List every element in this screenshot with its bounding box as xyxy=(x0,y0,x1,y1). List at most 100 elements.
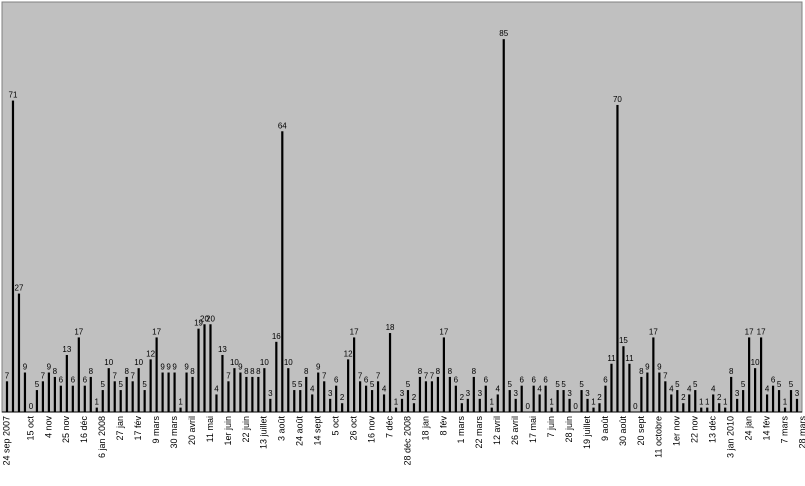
bar-39 xyxy=(239,372,242,412)
bar-92 xyxy=(556,390,559,412)
bar-89 xyxy=(538,394,541,412)
x-tick-label-22: 28 déc 2008 xyxy=(402,416,412,466)
x-tick-label-28: 26 avril xyxy=(510,416,520,445)
bar-88 xyxy=(532,385,535,412)
data-label-27: 9 xyxy=(166,363,171,372)
x-tick-label-41: 24 jan xyxy=(743,416,753,441)
bar-49 xyxy=(299,390,302,412)
bar-46 xyxy=(281,131,284,412)
bar-65 xyxy=(394,407,398,412)
bar-122 xyxy=(736,398,739,412)
bar-131 xyxy=(789,390,793,412)
bar-132 xyxy=(795,398,799,412)
bar-35 xyxy=(215,394,218,412)
data-label-73: 17 xyxy=(439,327,448,336)
data-label-114: 4 xyxy=(687,384,692,393)
bar-56 xyxy=(341,403,344,412)
bar-12 xyxy=(77,337,80,412)
bar-128 xyxy=(771,385,775,412)
data-label-127: 4 xyxy=(765,384,770,393)
data-label-93: 5 xyxy=(561,380,566,389)
data-label-52: 9 xyxy=(316,363,321,372)
bar-109 xyxy=(658,372,661,412)
data-label-108: 17 xyxy=(649,327,658,336)
bar-3 xyxy=(23,372,27,412)
bars-group xyxy=(5,39,799,412)
data-label-51: 4 xyxy=(310,384,315,393)
data-label-64: 18 xyxy=(386,323,395,332)
bar-96 xyxy=(580,390,583,412)
data-label-12: 17 xyxy=(74,327,83,336)
x-tick-label-3: 25 nov xyxy=(61,416,71,444)
x-tick-label-23: 18 jan xyxy=(420,416,430,441)
data-label-129: 5 xyxy=(777,380,782,389)
x-tick-label-7: 17 fév xyxy=(133,416,143,441)
data-label-1: 71 xyxy=(9,91,18,100)
bar-91 xyxy=(550,407,553,412)
data-label-66: 3 xyxy=(400,389,405,398)
bar-103 xyxy=(622,346,625,412)
bar-32 xyxy=(197,328,200,412)
x-tick-label-8: 9 mars xyxy=(151,416,161,444)
x-tick-label-38: 22 nov xyxy=(690,416,700,444)
bar-43 xyxy=(263,368,266,412)
data-label-118: 4 xyxy=(711,384,716,393)
data-label-22: 10 xyxy=(134,358,143,367)
data-label-55: 6 xyxy=(334,376,339,385)
data-label-121: 8 xyxy=(729,367,734,376)
bar-66 xyxy=(400,398,404,412)
data-label-19: 5 xyxy=(118,380,123,389)
bar-111 xyxy=(670,394,673,412)
data-label-90: 6 xyxy=(543,376,548,385)
data-label-128: 6 xyxy=(771,376,776,385)
bar-0 xyxy=(5,381,9,412)
data-label-98: 1 xyxy=(591,398,596,407)
data-label-131: 5 xyxy=(789,380,794,389)
data-label-119: 2 xyxy=(717,393,722,402)
data-label-91: 1 xyxy=(549,398,554,407)
bar-10 xyxy=(65,354,68,412)
data-label-20: 8 xyxy=(124,367,129,376)
bar-7 xyxy=(47,372,50,412)
bar-124 xyxy=(748,337,751,412)
data-label-15: 1 xyxy=(95,398,100,407)
bar-24 xyxy=(149,359,152,412)
bar-86 xyxy=(520,385,523,412)
bar-119 xyxy=(718,403,721,412)
bar-97 xyxy=(586,398,589,412)
data-label-77: 3 xyxy=(466,389,471,398)
data-label-45: 16 xyxy=(272,332,281,341)
data-label-14: 8 xyxy=(89,367,94,376)
bar-110 xyxy=(664,381,667,412)
data-label-35: 4 xyxy=(214,384,219,393)
data-label-123: 5 xyxy=(741,380,746,389)
data-label-21: 7 xyxy=(130,371,135,380)
data-label-99: 2 xyxy=(597,393,602,402)
data-label-30: 9 xyxy=(184,363,189,372)
data-label-83: 85 xyxy=(499,29,508,38)
data-label-13: 6 xyxy=(83,376,88,385)
data-label-3: 9 xyxy=(23,363,28,372)
x-tick-label-40: 3 jan 2010 xyxy=(726,416,736,458)
bar-70 xyxy=(424,381,428,412)
bar-30 xyxy=(185,372,188,412)
x-tick-label-44: 28 mars xyxy=(797,416,805,449)
bar-57 xyxy=(347,359,350,412)
data-label-61: 5 xyxy=(370,380,375,389)
bar-117 xyxy=(706,407,709,412)
data-label-26: 9 xyxy=(160,363,165,372)
data-label-74: 8 xyxy=(448,367,453,376)
bar-100 xyxy=(604,385,607,412)
bar-21 xyxy=(131,381,134,412)
data-label-130: 1 xyxy=(783,398,788,407)
data-label-97: 3 xyxy=(585,389,590,398)
data-label-113: 2 xyxy=(681,393,686,402)
data-label-54: 3 xyxy=(328,389,333,398)
bar-126 xyxy=(759,337,763,412)
bar-13 xyxy=(83,385,86,412)
data-label-9: 6 xyxy=(59,376,64,385)
data-label-7: 9 xyxy=(47,363,52,372)
x-tick-label-1: 15 oct xyxy=(25,416,35,441)
data-label-34: 20 xyxy=(206,314,215,323)
x-tick-label-32: 19 juillet xyxy=(582,416,592,450)
